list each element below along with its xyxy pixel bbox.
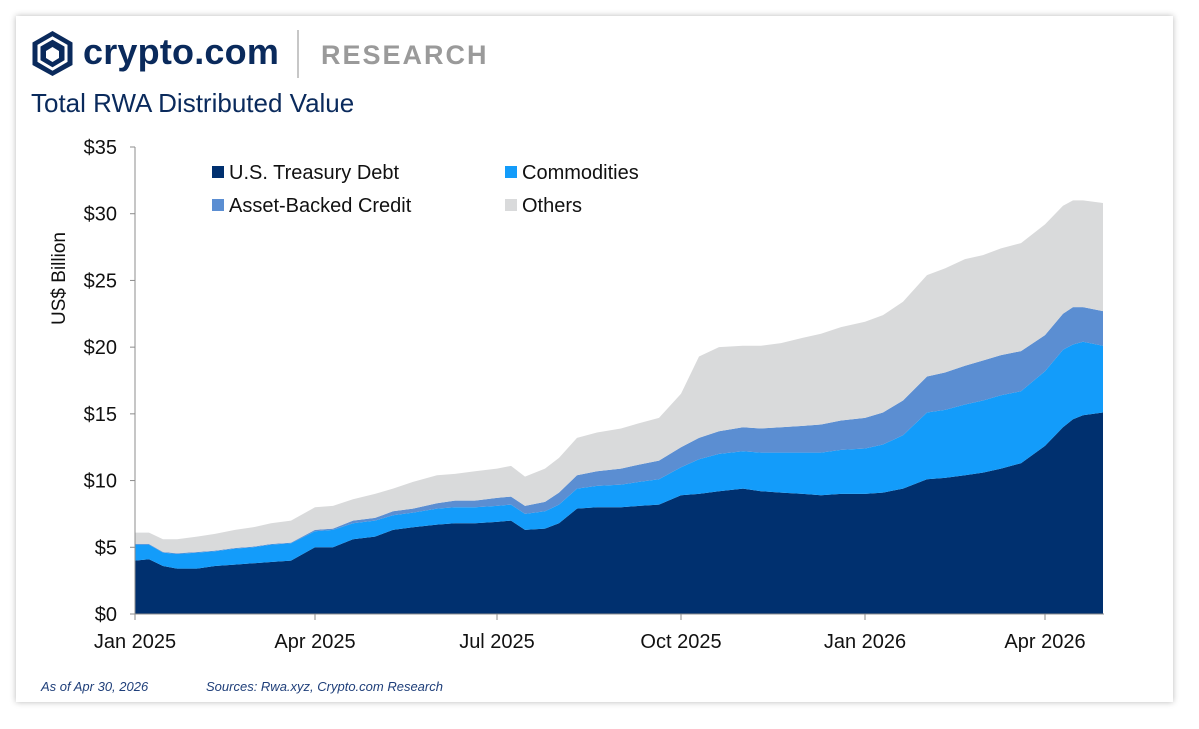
legend-swatch (212, 166, 224, 178)
legend: U.S. Treasury Debt Commodities Asset-Backe… (212, 162, 639, 217)
x-tick-label: Apr 2026 (1004, 631, 1085, 653)
y-tick-label: $5 (95, 537, 117, 559)
area-layers (135, 200, 1103, 614)
y-axis-title: US$ Billion (49, 232, 70, 325)
x-tick-label: Apr 2025 (274, 631, 355, 653)
x-tick-label: Jan 2025 (94, 631, 176, 653)
legend-label: Asset-Backed Credit (229, 195, 412, 217)
brand-name: crypto.com (83, 31, 280, 72)
header-divider (297, 30, 299, 78)
legend-swatch (505, 166, 517, 178)
legend-swatch (505, 199, 517, 211)
legend-label: U.S. Treasury Debt (229, 162, 400, 184)
legend-label: Commodities (522, 162, 639, 184)
area-u-s-treasury-debt (135, 412, 1103, 614)
y-tick-label: $20 (84, 337, 117, 359)
y-tick-label: $10 (84, 471, 117, 493)
y-tick-label: $25 (84, 270, 117, 292)
as-of-note: As of Apr 30, 2026 (41, 679, 149, 694)
y-tick-label: $15 (84, 404, 117, 426)
x-tick-label: Jul 2025 (459, 631, 535, 653)
legend-swatch (212, 199, 224, 211)
y-tick-label: $30 (84, 204, 117, 226)
x-tick-label: Oct 2025 (640, 631, 721, 653)
area-others (135, 200, 1103, 554)
y-tick-label: $35 (84, 137, 117, 159)
axes: $0 $5 $10 $15 $20 $25 $30 $35 Jan 2025 Apr 2025 Ju… (49, 137, 1104, 653)
legend-label: Others (522, 195, 582, 217)
y-tick-label: $0 (95, 604, 117, 626)
area-commodities (135, 341, 1103, 569)
section-label: RESEARCH (321, 40, 489, 70)
sources-note: Sources: Rwa.xyz, Crypto.com Research (206, 679, 443, 694)
chart-title: Total RWA Distributed Value (31, 88, 355, 118)
crypto-com-logo-icon (32, 31, 73, 76)
x-tick-label: Jan 2026 (824, 631, 906, 653)
